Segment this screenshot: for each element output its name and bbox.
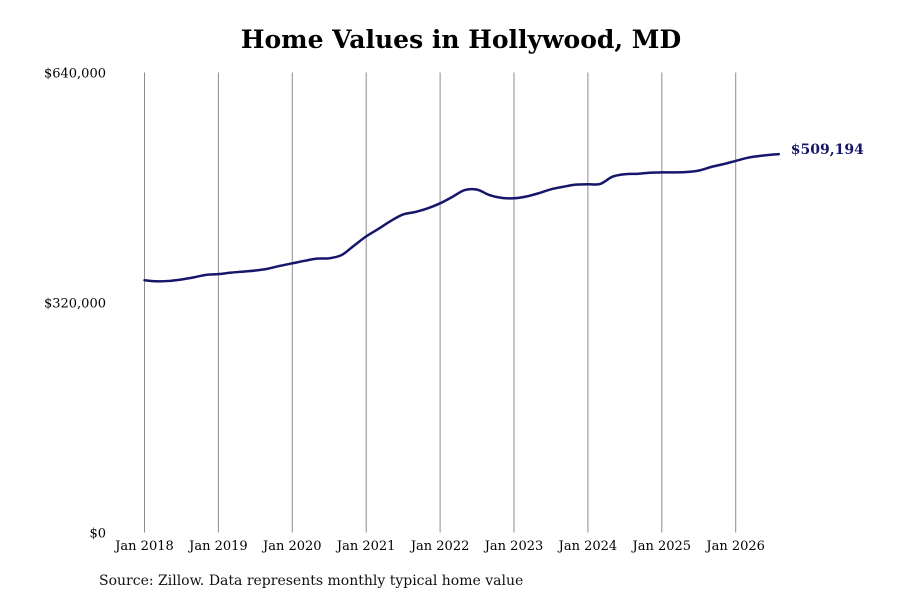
x-tick-label: Jan 2024 — [557, 539, 618, 554]
y-axis: $0 $320,000 $640,000 — [44, 67, 106, 542]
x-axis: Jan 2018 Jan 2019 Jan 2020 Jan 2021 Jan 2022… — [113, 539, 765, 554]
x-tick-label: Jan 2026 — [704, 539, 765, 554]
y-tick-label: $0 — [89, 527, 106, 542]
x-tick-label: Jan 2020 — [261, 539, 322, 554]
y-tick-label: $640,000 — [44, 67, 106, 82]
end-value-label: $509,194 — [791, 142, 864, 158]
annotation-layer: $509,194 — [791, 142, 864, 158]
x-tick-label: Jan 2025 — [631, 539, 692, 554]
source-note: Source: Zillow. Data represents monthly … — [99, 573, 524, 589]
chart-title: Home Values in Hollywood, MD — [240, 25, 682, 54]
x-tick-label: Jan 2018 — [113, 539, 174, 554]
y-tick-label: $320,000 — [44, 297, 106, 312]
x-tick-label: Jan 2022 — [409, 539, 470, 554]
series-layer — [143, 152, 781, 283]
x-tick-label: Jan 2023 — [483, 539, 544, 554]
series-line — [143, 152, 781, 283]
x-tick-label: Jan 2021 — [335, 539, 396, 554]
x-tick-label: Jan 2019 — [187, 539, 248, 554]
grid-lines — [144, 72, 737, 533]
